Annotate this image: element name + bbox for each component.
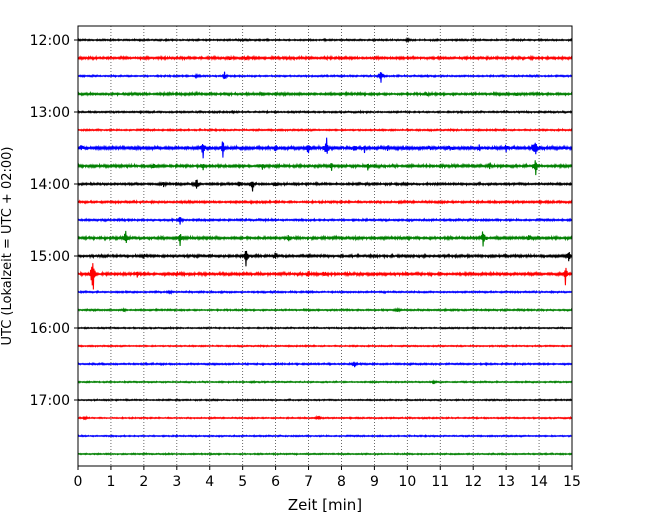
trace-1330	[77, 137, 573, 159]
x-tick-label: 5	[238, 474, 247, 490]
x-tick-label: 13	[497, 474, 515, 490]
x-tick-label: 14	[530, 474, 548, 490]
trace-1700	[77, 398, 573, 402]
trace-1745	[77, 452, 573, 457]
trace-1630	[77, 361, 573, 368]
trace-1545	[77, 306, 573, 313]
trace-1230	[77, 71, 573, 83]
plot-frame	[77, 25, 573, 467]
trace-1300	[77, 109, 573, 115]
y-axis-ticks: 12:00 13:00 14:00 15:00 16:00 17:00	[30, 33, 78, 409]
trace-1430	[77, 217, 573, 225]
trace-1215	[77, 54, 573, 62]
trace-1245	[77, 90, 573, 98]
trace-group	[77, 36, 573, 457]
x-tick-label: 2	[139, 474, 148, 490]
trace-1615	[77, 343, 573, 348]
y-tick-label: 14:00	[30, 177, 70, 193]
y-tick-label: 12:00	[30, 33, 70, 49]
x-tick-label: 10	[398, 474, 416, 490]
y-axis-label: UTC (Lokalzeit = UTC + 02:00)	[0, 147, 15, 346]
x-tick-label: 12	[464, 474, 482, 490]
y-tick-label: 16:00	[30, 321, 70, 337]
x-tick-label: 6	[271, 474, 280, 490]
trace-1730	[77, 433, 573, 438]
trace-1600	[77, 325, 573, 331]
plot-background	[78, 26, 572, 466]
x-axis-ticks: 0 1 2 3 4 5 6 7 8 9 10 11 12 13 14 15	[74, 466, 581, 490]
x-tick-label: 1	[106, 474, 115, 490]
y-tick-label: 17:00	[30, 393, 70, 409]
trace-1645	[77, 379, 573, 385]
trace-1345	[77, 160, 573, 176]
x-tick-label: 15	[563, 474, 581, 490]
x-axis-label: Zeit [min]	[288, 496, 362, 514]
trace-1200	[77, 36, 573, 44]
x-tick-label: 4	[205, 474, 214, 490]
trace-1530	[77, 289, 573, 296]
trace-1415	[77, 198, 573, 206]
trace-1400	[77, 179, 573, 192]
x-tick-label: 8	[337, 474, 346, 490]
trace-1515	[77, 263, 573, 290]
y-tick-label: 15:00	[30, 249, 70, 265]
trace-1445	[77, 230, 573, 247]
vertical-grid	[110, 26, 540, 466]
y-tick-label: 13:00	[30, 105, 70, 121]
trace-1500	[77, 250, 573, 267]
x-tick-label: 3	[172, 474, 181, 490]
trace-1315	[77, 127, 573, 133]
x-tick-label: 7	[304, 474, 313, 490]
x-tick-label: 11	[431, 474, 449, 490]
x-tick-label: 0	[74, 474, 83, 490]
x-tick-label: 9	[370, 474, 379, 490]
trace-1715	[77, 414, 573, 421]
